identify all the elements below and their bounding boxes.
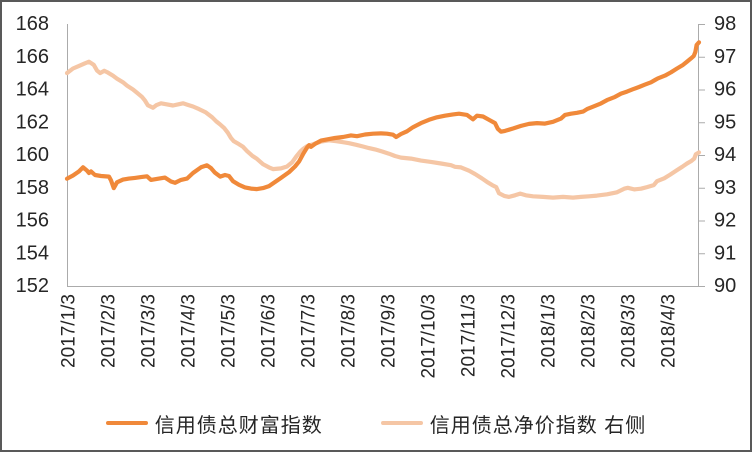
- x-tick-label: 2017/7/3: [299, 294, 320, 368]
- x-tick-label: 2017/3/3: [139, 294, 160, 368]
- x-tick-label: 2018/3/3: [619, 294, 640, 368]
- legend-line-swatch-net-price-index: [380, 421, 423, 425]
- legend: 信用债总财富指数 信用债总净价指数 右侧: [2, 400, 750, 446]
- x-tick-label: 2018/1/3: [539, 294, 560, 368]
- x-tick-label: 2018/4/3: [659, 294, 680, 368]
- x-tick-label: 2017/4/3: [179, 294, 200, 368]
- y-right-tick-label: 95: [714, 111, 736, 133]
- y-left-tick-label: 166: [16, 46, 49, 68]
- y-right-tick-label: 91: [714, 242, 736, 264]
- x-tick-label: 2017/2/3: [99, 294, 120, 368]
- series-line-net-price-index: [64, 59, 702, 200]
- x-tick-label: 2017/6/3: [259, 294, 280, 368]
- x-tick-label: 2017/10/3: [419, 294, 440, 379]
- legend-label-wealth-index: 信用债总财富指数: [154, 414, 323, 437]
- y-right-tick-label: 98: [714, 13, 736, 35]
- x-tick-label: 2017/8/3: [339, 294, 360, 368]
- y-left-tick-label: 158: [16, 177, 49, 199]
- x-tick-label: 2017/11/3: [459, 294, 480, 377]
- y-left-tick-label: 160: [16, 144, 49, 166]
- y-right-tick-label: 94: [714, 144, 736, 166]
- x-tick-label: 2017/12/3: [499, 294, 520, 379]
- x-tick-label: 2018/2/3: [579, 294, 600, 368]
- legend-line-swatch-wealth-index: [105, 421, 148, 425]
- x-tick-label: 2017/5/3: [219, 294, 240, 368]
- y-right-tick-label: 93: [714, 177, 736, 199]
- y-right-tick-label: 92: [714, 210, 736, 232]
- legend-item-wealth-index: 信用债总财富指数: [105, 409, 323, 438]
- y-right-tick-label: 96: [714, 79, 736, 101]
- series-line-wealth-index: [64, 40, 702, 192]
- y-left-tick-label: 154: [16, 242, 49, 264]
- x-tick-label: 2017/1/3: [59, 294, 80, 368]
- legend-label-net-price-index: 信用债总净价指数 右侧: [429, 414, 647, 437]
- legend-item-net-price-index: 信用债总净价指数 右侧: [380, 409, 647, 438]
- y-left-tick-label: 162: [16, 111, 49, 133]
- y-left-tick-label: 156: [16, 210, 49, 232]
- y-left-tick-label: 164: [16, 79, 49, 101]
- y-right-tick-label: 97: [714, 46, 736, 68]
- y-left-tick-label: 168: [16, 13, 49, 35]
- x-tick-label: 2017/9/3: [379, 294, 400, 368]
- y-right-tick-label: 90: [714, 275, 736, 297]
- y-left-tick-label: 152: [16, 275, 49, 297]
